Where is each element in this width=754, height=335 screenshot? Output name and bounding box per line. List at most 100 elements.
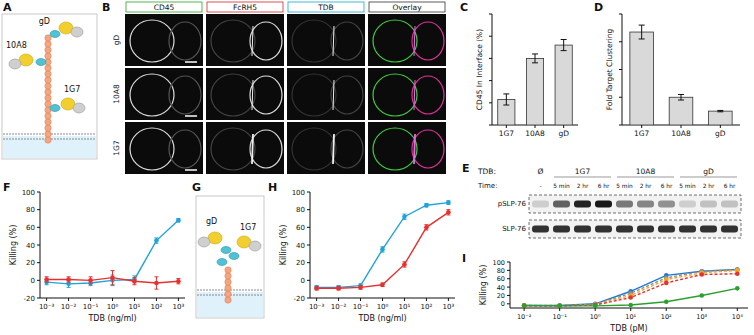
band xyxy=(721,226,738,233)
micrograph xyxy=(206,68,284,120)
lane-label: 2 hr xyxy=(703,183,715,189)
x-tick-label: 10⁰ xyxy=(377,303,389,311)
domain xyxy=(36,59,46,66)
panel-letter: F xyxy=(3,181,11,194)
fab-constant xyxy=(249,241,261,251)
chain-bead xyxy=(45,83,51,89)
panel-frame xyxy=(2,14,97,159)
x-tick-label: 10¹ xyxy=(399,303,411,311)
marker xyxy=(735,286,740,291)
cell-outline xyxy=(331,22,363,60)
series-line xyxy=(317,212,449,288)
x-tick xyxy=(524,308,525,311)
marker xyxy=(522,304,527,308)
x-tick-label: 10⁴ xyxy=(732,313,743,321)
marker xyxy=(557,304,562,308)
error-cap xyxy=(111,285,115,286)
y-tick-label: 100 xyxy=(493,259,505,267)
band xyxy=(679,201,696,208)
error-cap xyxy=(45,276,49,277)
error-bar xyxy=(381,247,385,252)
panel-letter: G xyxy=(192,181,201,194)
lane-label: - xyxy=(539,183,541,189)
marker xyxy=(557,303,562,308)
micrograph xyxy=(287,68,365,120)
marker xyxy=(664,281,669,286)
y-tick-label: 80 xyxy=(26,206,35,214)
error-line xyxy=(681,94,682,100)
cell-outline xyxy=(331,76,363,114)
marker xyxy=(699,272,704,277)
bar xyxy=(709,111,733,125)
group-bracket xyxy=(554,177,611,178)
marker xyxy=(735,271,740,276)
marker xyxy=(314,286,319,291)
marker xyxy=(402,262,407,267)
cell-outline xyxy=(211,74,255,116)
x-tick xyxy=(720,125,721,128)
cell-outline xyxy=(250,130,282,168)
y-tick xyxy=(619,125,622,126)
band xyxy=(637,201,654,208)
y-tick xyxy=(307,209,310,210)
error-cap xyxy=(154,243,158,244)
micrograph xyxy=(206,14,284,66)
error-cap xyxy=(111,270,115,271)
x-tick xyxy=(681,125,682,128)
y-tick xyxy=(507,270,510,271)
marker xyxy=(628,303,633,308)
cell-outline xyxy=(130,128,174,170)
error-cap xyxy=(678,94,684,95)
y-tick xyxy=(507,303,510,304)
band xyxy=(532,201,549,208)
y-tick xyxy=(37,280,40,281)
band xyxy=(700,201,717,208)
error-bar xyxy=(337,287,341,291)
series-line xyxy=(524,270,737,306)
error-cap xyxy=(503,93,509,94)
y-tick xyxy=(37,245,40,246)
column-header: TDB xyxy=(317,3,334,12)
interface xyxy=(333,26,334,56)
marker xyxy=(176,279,181,284)
error-cap xyxy=(424,229,428,230)
lane-label: 5 min xyxy=(616,183,633,189)
antibody-label: gD xyxy=(39,17,50,26)
chain-bead xyxy=(45,71,51,77)
series-line xyxy=(47,220,179,284)
y-axis-label: Fold Target Clustering xyxy=(605,28,614,110)
error-bar xyxy=(381,283,385,287)
membrane xyxy=(3,136,96,158)
category-label: 10A8 xyxy=(671,129,691,138)
antibody-label: 10A8 xyxy=(6,41,27,50)
y-tick xyxy=(37,227,40,228)
scale-bar xyxy=(185,169,197,171)
error-cap xyxy=(154,276,158,277)
x-tick xyxy=(448,298,449,301)
y-tick xyxy=(619,97,622,98)
cell-outline xyxy=(412,22,444,60)
x-tick-label: 10⁻² xyxy=(331,303,347,311)
domain xyxy=(229,253,239,260)
x-tick-label: 10⁻³ xyxy=(39,303,55,311)
y-tick-label: 100 xyxy=(292,189,305,197)
x-tick-label: 10⁻² xyxy=(517,313,532,321)
x-tick xyxy=(701,308,702,311)
y-tick-label: 0 xyxy=(301,277,305,285)
marker xyxy=(735,267,740,272)
error-bar xyxy=(132,276,136,283)
x-tick-label: 10⁻² xyxy=(61,303,77,311)
chain-bead xyxy=(45,35,51,41)
bars xyxy=(630,25,732,125)
x-tick xyxy=(382,298,383,301)
chain-bead xyxy=(45,89,51,95)
error-line xyxy=(535,54,536,63)
chain-bead xyxy=(225,291,231,297)
x-tick-label: 10¹ xyxy=(129,303,141,311)
error-cap xyxy=(503,105,509,106)
marker xyxy=(44,277,49,282)
marker xyxy=(446,200,451,205)
band xyxy=(658,201,675,208)
band xyxy=(574,201,591,208)
row-label: pSLP-76 xyxy=(498,200,527,208)
